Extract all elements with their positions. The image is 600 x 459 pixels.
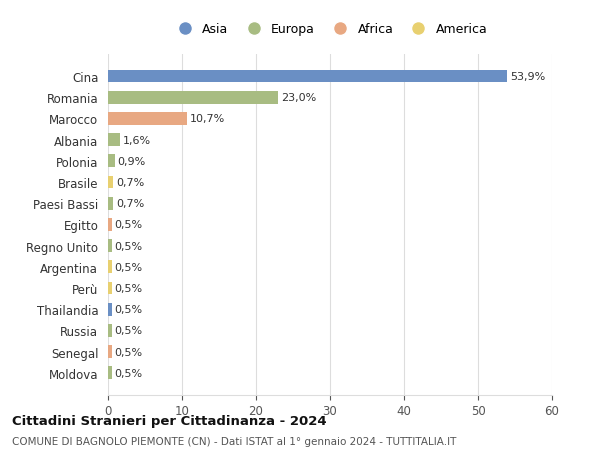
Text: 10,7%: 10,7% <box>190 114 226 124</box>
Bar <box>108 346 112 358</box>
Bar <box>108 218 112 231</box>
Bar <box>108 92 278 104</box>
Text: Cittadini Stranieri per Cittadinanza - 2024: Cittadini Stranieri per Cittadinanza - 2… <box>12 414 326 428</box>
Bar <box>108 176 113 189</box>
Text: 0,7%: 0,7% <box>116 178 145 188</box>
Bar <box>108 240 112 252</box>
Text: 0,5%: 0,5% <box>115 368 143 378</box>
Bar <box>108 134 120 147</box>
Text: 0,5%: 0,5% <box>115 304 143 314</box>
Text: 0,5%: 0,5% <box>115 241 143 251</box>
Text: 53,9%: 53,9% <box>510 72 545 82</box>
Bar <box>108 325 112 337</box>
Bar <box>108 261 112 274</box>
Text: 0,9%: 0,9% <box>118 157 146 167</box>
Text: 0,5%: 0,5% <box>115 283 143 293</box>
Text: 0,5%: 0,5% <box>115 262 143 272</box>
Legend: Asia, Europa, Africa, America: Asia, Europa, Africa, America <box>166 17 494 43</box>
Bar <box>108 155 115 168</box>
Bar <box>108 71 507 83</box>
Text: 0,5%: 0,5% <box>115 347 143 357</box>
Text: 1,6%: 1,6% <box>123 135 151 146</box>
Bar <box>108 197 113 210</box>
Text: 0,7%: 0,7% <box>116 199 145 209</box>
Bar <box>108 113 187 125</box>
Bar <box>108 303 112 316</box>
Text: 0,5%: 0,5% <box>115 326 143 336</box>
Text: COMUNE DI BAGNOLO PIEMONTE (CN) - Dati ISTAT al 1° gennaio 2024 - TUTTITALIA.IT: COMUNE DI BAGNOLO PIEMONTE (CN) - Dati I… <box>12 436 457 446</box>
Text: 0,5%: 0,5% <box>115 220 143 230</box>
Bar <box>108 282 112 295</box>
Text: 23,0%: 23,0% <box>281 93 316 103</box>
Bar <box>108 367 112 379</box>
